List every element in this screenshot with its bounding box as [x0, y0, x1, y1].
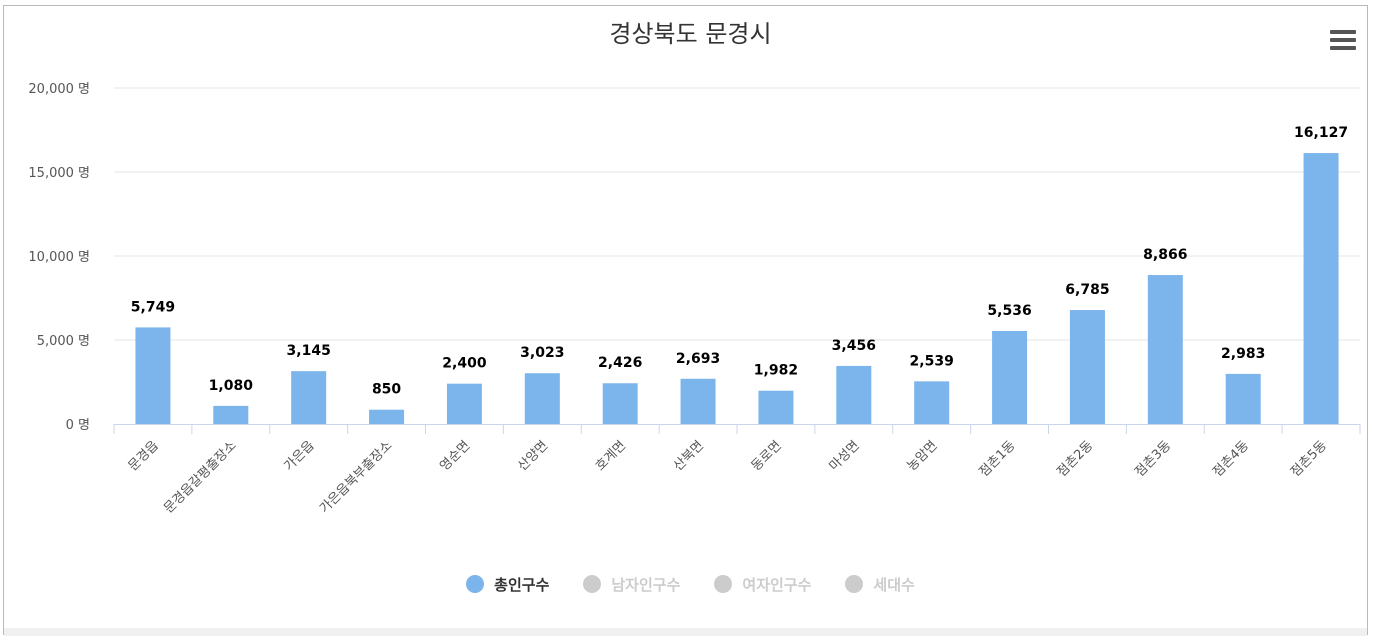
legend-label-households: 세대수 [873, 575, 915, 594]
y-tick-label: 20,000 명 [28, 82, 90, 97]
bar [758, 390, 794, 424]
data-label: 1,982 [754, 363, 798, 379]
chart-frame [3, 5, 1368, 635]
bar [135, 327, 171, 424]
data-label: 2,983 [1221, 346, 1265, 362]
x-tick-label: 점촌3동 [1132, 438, 1174, 480]
bar [602, 383, 638, 424]
bar [914, 381, 950, 424]
x-tick-label: 문경읍갈평출장소 [161, 438, 239, 516]
data-label: 3,145 [287, 343, 331, 359]
bar [680, 378, 716, 424]
data-label: 2,426 [598, 355, 642, 371]
legend-dot-male [583, 575, 602, 593]
legend-dot-households [845, 575, 864, 593]
bar [524, 373, 560, 424]
data-label: 3,023 [520, 345, 564, 361]
bar [1147, 275, 1183, 424]
x-tick-label: 농암면 [905, 438, 941, 474]
legend-item-households[interactable]: 세대수 [845, 574, 915, 595]
bar [369, 409, 405, 424]
x-tick-label: 점촌1동 [977, 438, 1019, 480]
bar [1069, 310, 1105, 424]
x-tick-label: 점촌4동 [1210, 438, 1252, 480]
bar [836, 365, 872, 424]
data-label: 2,539 [910, 353, 954, 369]
data-label: 2,400 [442, 356, 487, 372]
hamburger-menu-icon [1330, 30, 1356, 50]
bar [992, 330, 1028, 424]
data-label: 5,749 [131, 299, 175, 315]
x-tick-label: 산양면 [515, 438, 551, 474]
x-tick-label: 점촌2동 [1054, 438, 1096, 480]
bottom-strip [4, 628, 1367, 636]
data-label: 6,785 [1065, 282, 1109, 298]
legend-label-male: 남자인구수 [611, 575, 681, 594]
data-label: 850 [372, 382, 401, 398]
legend-item-female[interactable]: 여자인구수 [714, 574, 811, 595]
legend-dot-total [466, 575, 485, 593]
x-tick-label: 점촌5동 [1288, 438, 1330, 480]
chart-title: 경상북도 문경시 [609, 20, 772, 48]
y-tick-label: 15,000 명 [28, 166, 90, 181]
legend-item-total[interactable]: 총인구수 [466, 574, 549, 595]
x-tick-label: 가은읍북부출장소 [317, 438, 395, 516]
legend-label-female: 여자인구수 [742, 575, 812, 594]
x-tick-label: 마성면 [827, 438, 863, 474]
bar [213, 405, 249, 424]
data-label: 8,866 [1143, 247, 1187, 263]
data-label: 3,456 [832, 338, 876, 354]
data-label: 16,127 [1294, 125, 1348, 141]
data-label: 5,536 [987, 303, 1031, 319]
bar [446, 383, 482, 424]
x-tick-label: 가은읍 [282, 438, 318, 474]
x-tick-label: 문경읍 [126, 438, 162, 474]
legend: 총인구수 남자인구수 여자인구수 세대수 [0, 570, 1381, 598]
y-tick-label: 0 명 [66, 418, 90, 433]
x-tick-label: 호계면 [593, 438, 629, 474]
y-tick-label: 10,000 명 [28, 250, 90, 265]
x-tick-label: 영순면 [437, 438, 473, 474]
legend-label-total: 총인구수 [494, 575, 550, 594]
data-label: 1,080 [209, 378, 254, 394]
y-tick-label: 5,000 명 [37, 334, 90, 349]
chart-menu-button[interactable] [1326, 26, 1358, 54]
x-tick-label: 동로면 [749, 438, 785, 474]
bar [1303, 153, 1339, 424]
legend-item-male[interactable]: 남자인구수 [583, 574, 680, 595]
legend-dot-female [714, 575, 733, 593]
bar [291, 371, 327, 424]
x-tick-label: 산북면 [671, 438, 707, 474]
bar [1225, 373, 1261, 424]
data-label: 2,693 [676, 351, 720, 367]
